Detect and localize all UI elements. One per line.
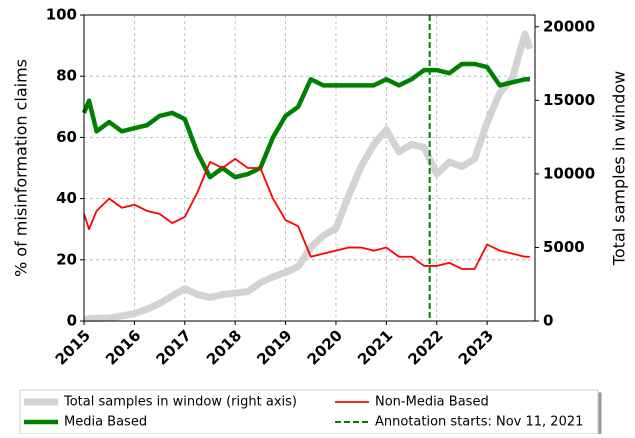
x-tick-label: 2022 — [404, 326, 446, 368]
x-tick-label: 2015 — [52, 326, 94, 368]
legend-label: Non-Media Based — [375, 395, 489, 410]
x-tick-label: 2020 — [304, 326, 346, 368]
y2-tick-label: 20000 — [543, 17, 595, 35]
y-tick-label: 80 — [56, 67, 77, 85]
y2-tick-label: 0 — [543, 312, 553, 330]
x-tick-label: 2021 — [354, 326, 396, 368]
x-tick-label: 2018 — [203, 326, 245, 368]
series-line — [83, 30, 534, 323]
y2-axis-label: Total samples in window — [610, 71, 629, 266]
y-tick-label: 60 — [56, 128, 77, 146]
series-line — [83, 157, 530, 270]
x-tick-label: 2019 — [253, 326, 295, 368]
series-line — [81, 61, 530, 180]
plot-area — [81, 14, 535, 323]
y-axis-label: % of misinformation claims — [12, 59, 31, 277]
y2-tick-label: 10000 — [543, 164, 595, 182]
y-tick-label: 100 — [46, 6, 77, 24]
legend-label: Annotation starts: Nov 11, 2021 — [375, 415, 583, 430]
x-tick-label: 2016 — [102, 326, 144, 368]
legend-label: Media Based — [64, 415, 147, 430]
legend-box — [19, 389, 599, 435]
x-tick-label: 2017 — [153, 326, 195, 368]
y-tick-label: 40 — [56, 189, 77, 207]
plot-frame — [83, 14, 536, 322]
y2-tick-label: 5000 — [543, 238, 585, 256]
legend-label: Total samples in window (right axis) — [63, 395, 297, 410]
y-tick-label: 0 — [67, 312, 77, 330]
y2-tick-label: 15000 — [543, 91, 595, 109]
y-tick-label: 20 — [56, 250, 77, 268]
x-tick-label: 2023 — [455, 326, 497, 368]
